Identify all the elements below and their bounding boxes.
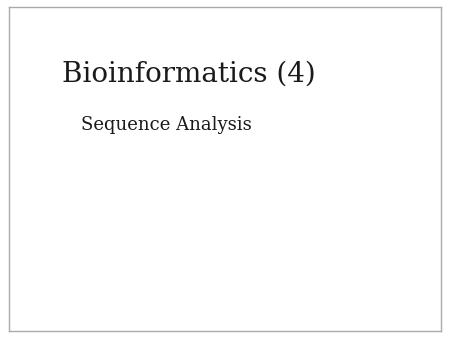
Text: Bioinformatics (4): Bioinformatics (4) (62, 61, 316, 88)
Text: Sequence Analysis: Sequence Analysis (81, 116, 252, 134)
